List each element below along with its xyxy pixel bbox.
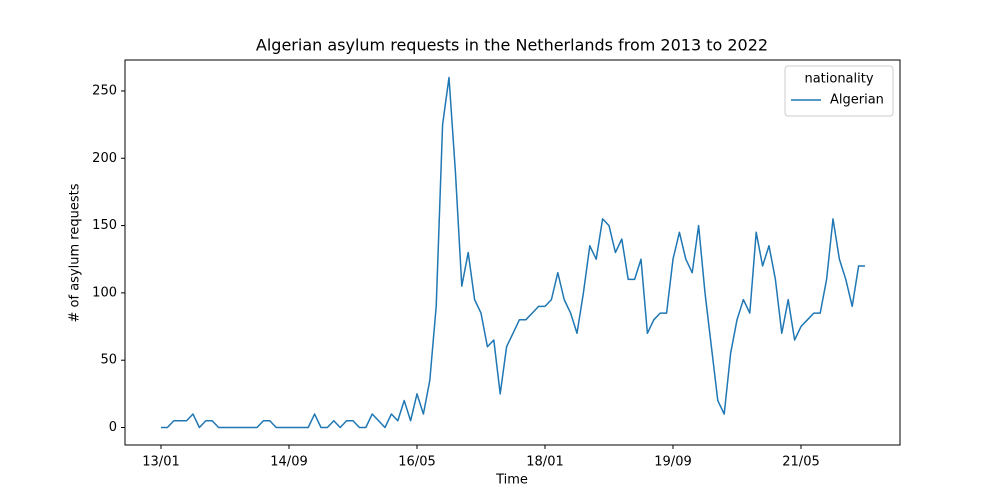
x-tick-label: 18/01 [526, 455, 563, 470]
x-tick-label: 16/05 [398, 455, 435, 470]
y-tick-label: 250 [92, 83, 117, 98]
x-axis-label: Time [495, 473, 528, 488]
x-tick-label: 21/05 [782, 455, 819, 470]
chart-title: Algerian asylum requests in the Netherla… [256, 36, 768, 55]
x-tick-label: 13/01 [142, 455, 179, 470]
y-tick-label: 200 [92, 151, 117, 166]
legend-title: nationality [804, 72, 873, 87]
y-tick-label: 100 [92, 285, 117, 300]
y-tick-label: 50 [100, 353, 117, 368]
y-tick-label: 150 [92, 218, 117, 233]
legend-label: Algerian [830, 93, 884, 108]
y-axis-label: # of asylum requests [68, 183, 83, 322]
data-line [161, 76, 865, 429]
x-tick-label: 14/09 [270, 455, 307, 470]
x-tick-label: 19/09 [654, 455, 691, 470]
plot-frame [124, 59, 901, 446]
legend-box [784, 65, 894, 117]
y-tick-label: 0 [109, 420, 117, 435]
